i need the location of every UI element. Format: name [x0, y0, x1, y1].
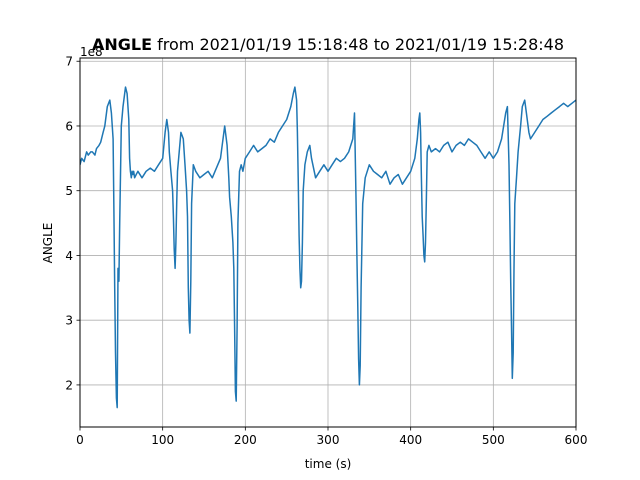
x-axis-label: time (s) — [305, 457, 352, 471]
x-tick-label: 400 — [399, 433, 422, 447]
y-tick-label: 4 — [65, 249, 73, 263]
y-tick-label: 3 — [65, 314, 73, 328]
x-tick-label: 0 — [76, 433, 84, 447]
y-offset-label: 1e8 — [80, 45, 103, 59]
x-tick-label: 200 — [234, 433, 257, 447]
y-tick-label: 6 — [65, 119, 73, 133]
grid-lines — [79, 58, 577, 427]
angle-series-line — [80, 86, 576, 409]
chart-title-bold: ANGLE — [92, 35, 152, 54]
y-tick-label: 2 — [65, 378, 73, 392]
x-tick-label: 300 — [317, 433, 340, 447]
y-tick-label: 5 — [65, 184, 73, 198]
x-tick-label: 500 — [482, 433, 505, 447]
y-axis-label: ANGLE — [41, 223, 55, 264]
x-tick-label: 100 — [151, 433, 174, 447]
chart-title-rest: from 2021/01/19 15:18:48 to 2021/01/19 1… — [152, 35, 564, 54]
chart-title: ANGLE from 2021/01/19 15:18:48 to 2021/0… — [92, 35, 564, 54]
series-layer — [80, 86, 576, 409]
y-tick-label: 7 — [65, 55, 73, 69]
axis-ticks: 0 100 200 300 400 500 600 2 3 4 5 6 7 — [65, 55, 587, 447]
x-tick-label: 600 — [565, 433, 588, 447]
